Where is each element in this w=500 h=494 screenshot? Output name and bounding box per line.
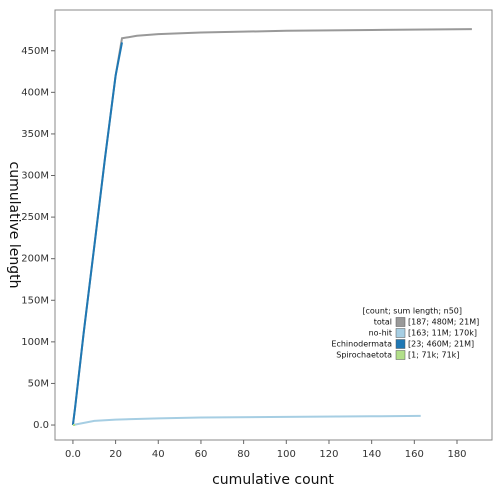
- y-axis-title: cumulative length: [6, 162, 22, 289]
- legend-stats: [1; 71k; 71k]: [408, 351, 459, 360]
- legend-stats: [163; 11M; 170k]: [408, 329, 477, 338]
- y-tick-label: 50M: [28, 378, 49, 389]
- y-tick-label: 100M: [21, 337, 49, 348]
- legend-swatch: [395, 317, 406, 327]
- y-tick-label: 400M: [21, 87, 49, 98]
- series-line: [71, 42, 123, 426]
- x-axis-title: cumulative count: [212, 472, 334, 488]
- legend-label: no-hit: [369, 329, 392, 338]
- legend-stats: [187; 480M; 21M]: [408, 318, 479, 327]
- y-tick-label: 250M: [21, 212, 49, 223]
- legend-swatch: [395, 350, 406, 360]
- plot-panel: [54, 9, 493, 441]
- y-tick-label: 150M: [21, 295, 49, 306]
- y-tick-label: 450M: [21, 46, 49, 57]
- legend-swatch: [395, 339, 406, 349]
- x-tick-label: 0.0: [65, 449, 81, 460]
- x-tick-label: 20: [109, 449, 122, 460]
- legend-label: Spirochaetota: [336, 351, 392, 360]
- legend-label: Echinodermata: [331, 340, 392, 349]
- x-tick-label: 40: [152, 449, 165, 460]
- y-tick-label: 200M: [21, 254, 49, 265]
- y-tick-label: 350M: [21, 129, 49, 140]
- legend-swatch: [395, 328, 406, 338]
- series-line: [72, 414, 421, 426]
- y-tick-label: 0.0: [33, 420, 49, 431]
- x-tick-label: 160: [405, 449, 424, 460]
- x-tick-label: 80: [237, 449, 250, 460]
- x-tick-label: 140: [362, 449, 381, 460]
- x-tick-label: 100: [277, 449, 296, 460]
- legend-label: total: [374, 318, 392, 327]
- x-tick-label: 120: [319, 449, 338, 460]
- legend-title: [count; sum length; n50]: [362, 307, 462, 316]
- legend-stats: [23; 460M; 21M]: [408, 340, 474, 349]
- x-tick-label: 180: [447, 449, 466, 460]
- x-tick-label: 60: [195, 449, 208, 460]
- y-tick-label: 300M: [21, 171, 49, 182]
